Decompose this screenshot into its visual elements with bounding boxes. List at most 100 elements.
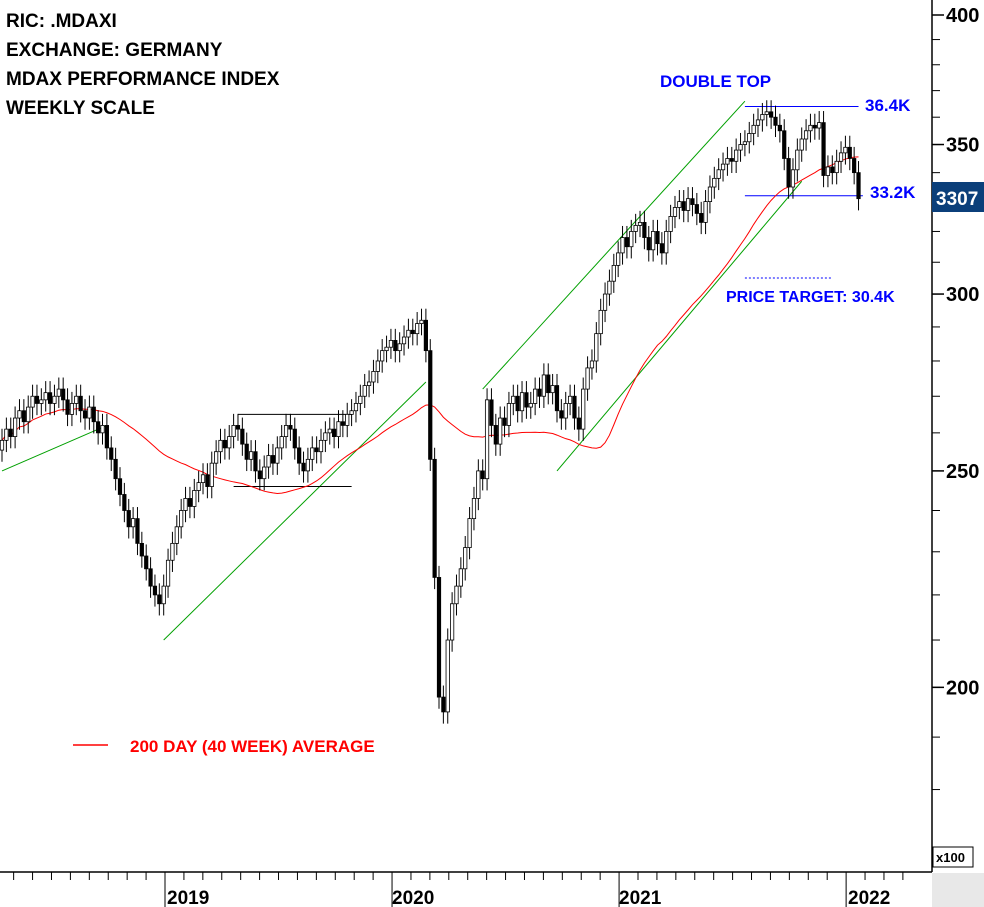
candle — [834, 149, 839, 185]
candle-body — [371, 371, 376, 383]
candle-body — [21, 410, 26, 423]
candle — [541, 363, 546, 408]
candle-body — [56, 388, 61, 397]
candle — [56, 377, 61, 408]
candle-body — [209, 462, 214, 487]
candle-body — [222, 439, 227, 449]
candle — [790, 158, 796, 199]
candle — [546, 363, 551, 405]
candle — [104, 413, 109, 460]
candle-body — [205, 474, 210, 487]
candle — [677, 190, 682, 220]
neckline-label: 33.2K — [870, 183, 916, 202]
y-tick-label-400: 400 — [946, 5, 979, 27]
candle — [681, 190, 686, 223]
candle — [432, 447, 437, 590]
candle — [742, 130, 748, 157]
candle-body — [135, 518, 140, 544]
candle-body — [725, 158, 730, 165]
candle-body — [393, 340, 398, 352]
candle — [707, 175, 713, 214]
candle-body — [764, 111, 769, 115]
candle — [817, 111, 822, 140]
candle-body — [589, 360, 595, 369]
candle-body — [152, 585, 158, 596]
candle — [336, 410, 341, 449]
candle — [349, 399, 354, 427]
candle-body — [769, 111, 774, 118]
candle-body — [620, 237, 625, 254]
candle — [275, 436, 280, 475]
candle — [87, 395, 92, 430]
candle-body — [157, 594, 162, 605]
candle-body — [817, 122, 822, 129]
candle-body — [183, 498, 188, 511]
candle — [205, 463, 210, 499]
candle-body — [375, 360, 380, 372]
candle-body — [65, 399, 70, 415]
candle — [222, 428, 227, 460]
trendline-channel-upper-2020 — [482, 100, 746, 390]
candle — [651, 219, 656, 262]
candle — [362, 373, 367, 408]
candle-body — [637, 221, 643, 226]
candle — [524, 381, 529, 419]
y-tick-label-300: 300 — [946, 284, 979, 306]
candle-body — [659, 243, 664, 254]
candle-body — [646, 237, 651, 251]
candle — [821, 111, 826, 188]
candle — [498, 406, 503, 456]
candle-body — [489, 399, 494, 426]
candle-body — [4, 428, 9, 441]
title-exchange: EXCHANGE: GERMANY — [6, 40, 223, 61]
candle — [729, 146, 734, 174]
candle-body — [493, 425, 498, 445]
candle — [769, 100, 774, 129]
candle — [616, 241, 621, 278]
candle-body — [310, 447, 315, 460]
candle — [401, 325, 407, 356]
candle-body — [248, 451, 254, 460]
candle-body — [34, 395, 40, 404]
candle — [476, 459, 481, 511]
candle-body — [410, 329, 415, 335]
candle-body — [91, 406, 96, 423]
candle-body — [401, 336, 407, 345]
candle — [183, 486, 188, 523]
candle — [227, 425, 232, 460]
candle-body — [581, 388, 586, 430]
candle — [489, 388, 494, 438]
candle — [253, 440, 258, 483]
candle — [192, 478, 197, 519]
candle-body — [270, 455, 276, 464]
candle-body — [122, 494, 127, 511]
candle — [847, 135, 852, 171]
candle — [537, 377, 542, 408]
candle-body — [707, 186, 713, 203]
candle — [69, 391, 75, 427]
double-top-label: DOUBLE TOP — [660, 72, 771, 91]
candle-body — [327, 428, 332, 434]
candle — [388, 328, 394, 359]
candle-body — [358, 395, 363, 404]
candle-body — [777, 124, 782, 132]
candle — [747, 121, 752, 154]
candle-body — [445, 639, 450, 713]
candle-body — [685, 198, 691, 211]
candle-body — [441, 696, 446, 713]
candle — [699, 201, 704, 235]
candle — [511, 384, 516, 416]
candle — [642, 210, 647, 250]
multiplier-box — [932, 846, 974, 868]
y-tick-label-250: 250 — [946, 461, 979, 483]
candle-body — [179, 510, 184, 528]
candle-body — [506, 403, 512, 426]
candle-body — [677, 201, 682, 208]
candle — [716, 158, 721, 191]
candle-body — [253, 451, 258, 472]
multiplier-label: x100 — [936, 850, 965, 865]
candle — [655, 219, 660, 256]
candle-body — [852, 158, 857, 174]
title-index-name: MDAX PERFORMANCE INDEX — [6, 69, 280, 90]
resistance-label: 36.4K — [865, 96, 911, 115]
